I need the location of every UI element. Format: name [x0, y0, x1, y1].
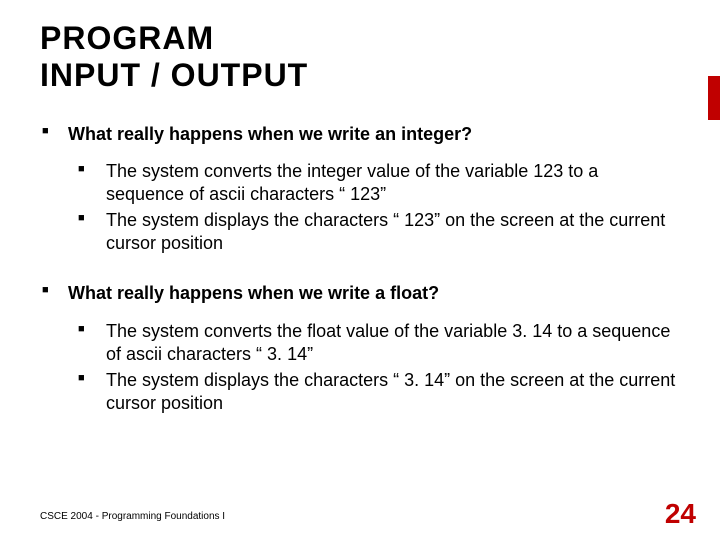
slide-title: PROGRAM INPUT / OUTPUT — [40, 20, 680, 94]
section-2-item-1: The system converts the float value of t… — [78, 320, 680, 367]
section-2-item-2: The system displays the characters “ 3. … — [78, 369, 680, 416]
section-1: What really happens when we write an int… — [42, 122, 680, 146]
page-number: 24 — [665, 498, 696, 530]
section-1-heading: What really happens when we write an int… — [42, 122, 680, 146]
section-2-heading: What really happens when we write a floa… — [42, 281, 680, 305]
slide-body: PROGRAM INPUT / OUTPUT What really happe… — [0, 0, 720, 415]
title-line-1: PROGRAM — [40, 20, 214, 56]
section-2: What really happens when we write a floa… — [42, 281, 680, 305]
section-2-items: The system converts the float value of t… — [78, 320, 680, 416]
section-1-item-2: The system displays the characters “ 123… — [78, 209, 680, 256]
accent-bar — [708, 76, 720, 120]
section-1-item-1: The system converts the integer value of… — [78, 160, 680, 207]
title-line-2: INPUT / OUTPUT — [40, 57, 308, 93]
section-1-items: The system converts the integer value of… — [78, 160, 680, 256]
footer-text: CSCE 2004 - Programming Foundations I — [40, 511, 225, 522]
